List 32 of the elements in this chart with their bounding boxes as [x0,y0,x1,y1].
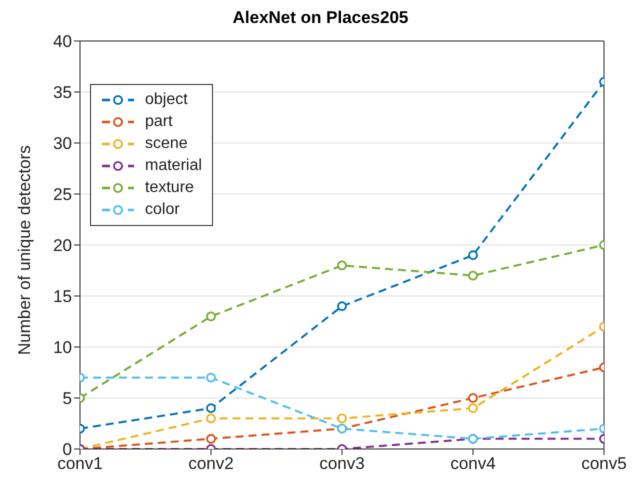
y-tick-label: 35 [53,83,72,102]
y-tick-label: 20 [53,236,72,256]
y-tick-label: 30 [53,134,72,154]
point [468,393,478,403]
legend-label: texture [145,179,194,197]
legend-label: scene [145,135,188,153]
point [206,434,216,444]
point [337,301,347,312]
y-tick-label: 15 [53,287,72,306]
legend-label: part [145,113,173,131]
x-tick-label: conv5 [581,454,627,474]
y-axis-title: Number of unique detectors [15,145,34,355]
legend-label: material [145,157,202,175]
point [337,260,347,270]
legend-label: color [145,201,180,219]
x-tick-label: conv4 [450,454,496,474]
chart-title: AlexNet on Places205 [232,8,410,29]
point [206,312,216,322]
y-tick-label: 5 [62,389,72,408]
point [468,270,478,280]
point [206,414,216,424]
point [337,414,347,424]
x-tick-label: conv3 [319,454,365,474]
point [468,250,478,260]
y-tick-label: 10 [53,338,72,358]
legend-label: object [145,91,188,109]
y-tick-label: 40 [53,32,72,52]
y-tick-label: 25 [53,185,72,204]
x-tick-label: conv2 [188,454,234,474]
point [206,403,216,414]
point [468,403,478,414]
point [206,372,216,382]
